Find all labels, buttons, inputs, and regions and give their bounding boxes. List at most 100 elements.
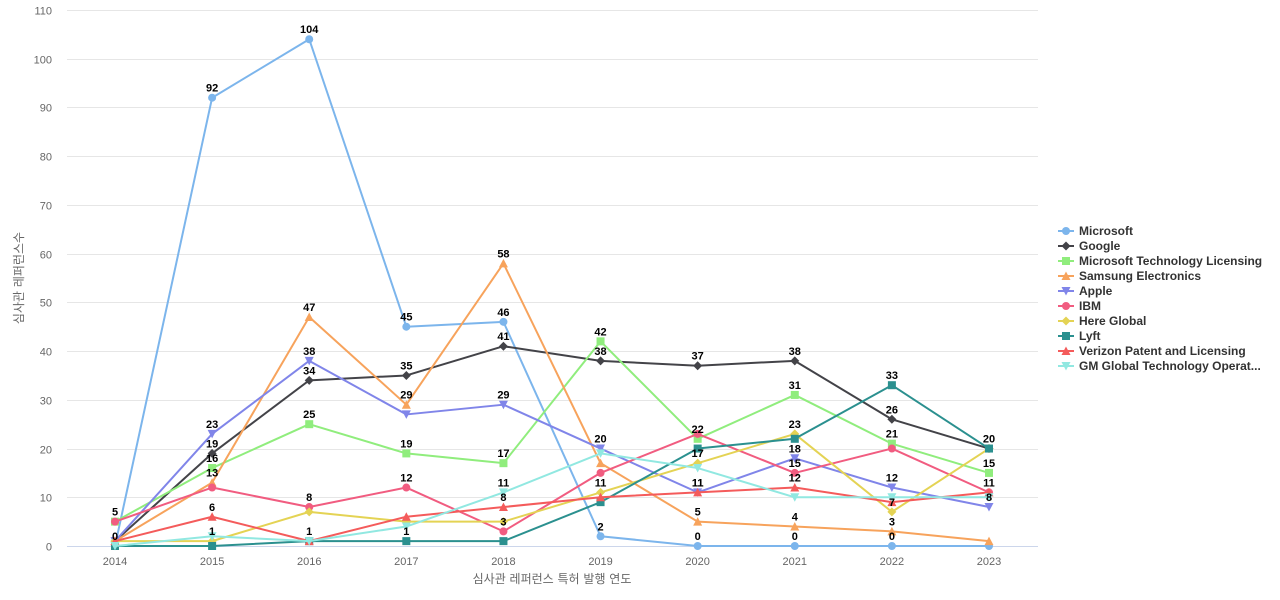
data-point[interactable] xyxy=(985,444,993,453)
data-point[interactable] xyxy=(887,507,897,517)
data-point[interactable] xyxy=(984,503,994,512)
data-point[interactable] xyxy=(498,341,508,351)
data-point[interactable] xyxy=(208,483,217,492)
data-point[interactable] xyxy=(693,487,703,497)
legend-item[interactable]: Verizon Patent and Licensing xyxy=(1058,344,1246,358)
data-point[interactable] xyxy=(207,532,217,541)
data-point[interactable] xyxy=(498,488,508,497)
legend-marker[interactable] xyxy=(1062,302,1070,310)
legend-item[interactable]: Apple xyxy=(1058,284,1113,298)
data-point[interactable] xyxy=(402,483,411,492)
data-point[interactable] xyxy=(596,449,606,458)
data-point[interactable] xyxy=(790,356,800,366)
data-point[interactable] xyxy=(887,444,896,453)
legend-marker[interactable] xyxy=(1062,332,1070,340)
data-point[interactable] xyxy=(401,522,411,532)
data-point[interactable] xyxy=(207,512,217,521)
data-point[interactable] xyxy=(790,483,800,492)
legend-item[interactable]: Lyft xyxy=(1058,329,1101,343)
data-point[interactable] xyxy=(596,468,605,477)
data-point[interactable] xyxy=(498,400,508,410)
data-point[interactable] xyxy=(401,370,411,380)
legend-item[interactable]: Microsoft Technology Licensing xyxy=(1058,254,1262,268)
legend-item[interactable]: GM Global Technology Operat... xyxy=(1058,359,1261,373)
legend-item[interactable]: Here Global xyxy=(1058,314,1146,328)
data-point[interactable] xyxy=(304,507,314,517)
data-point[interactable] xyxy=(208,93,217,102)
data-point[interactable] xyxy=(693,517,703,526)
data-point[interactable] xyxy=(498,502,508,512)
data-point[interactable] xyxy=(790,434,799,443)
data-point[interactable] xyxy=(498,258,508,268)
data-point[interactable] xyxy=(887,439,896,448)
data-point[interactable] xyxy=(790,468,799,477)
data-point[interactable] xyxy=(208,542,217,550)
data-point[interactable] xyxy=(790,454,800,463)
data-point[interactable] xyxy=(790,390,799,399)
data-point[interactable] xyxy=(790,493,800,502)
data-point[interactable] xyxy=(596,532,605,541)
data-point[interactable] xyxy=(207,429,217,439)
data-point[interactable] xyxy=(693,361,703,371)
data-point[interactable] xyxy=(596,337,605,346)
data-point[interactable] xyxy=(887,526,897,536)
data-point[interactable] xyxy=(596,498,605,507)
data-point[interactable] xyxy=(693,434,702,443)
legend-marker[interactable] xyxy=(1062,227,1070,235)
legend-marker[interactable] xyxy=(1061,241,1071,251)
legend-marker[interactable] xyxy=(1061,271,1071,281)
legend-marker[interactable] xyxy=(1061,287,1071,296)
data-point[interactable] xyxy=(887,542,896,550)
data-point[interactable] xyxy=(693,464,703,473)
data-point[interactable] xyxy=(887,381,896,390)
series-5 xyxy=(110,356,994,546)
data-point[interactable] xyxy=(984,536,994,546)
data-point[interactable] xyxy=(887,414,897,424)
legend-item[interactable]: Microsoft xyxy=(1058,224,1133,238)
legend-marker[interactable] xyxy=(1061,346,1071,356)
data-point[interactable] xyxy=(499,537,508,546)
data-point[interactable] xyxy=(693,429,702,438)
data-point[interactable] xyxy=(596,356,606,366)
data-point[interactable] xyxy=(110,542,120,551)
data-point[interactable] xyxy=(985,468,993,477)
data-point[interactable] xyxy=(499,527,508,536)
data-point[interactable] xyxy=(596,492,606,502)
data-point[interactable] xyxy=(693,444,702,453)
data-point[interactable] xyxy=(305,420,314,429)
data-point[interactable] xyxy=(401,512,411,521)
data-point[interactable] xyxy=(499,459,508,468)
data-point[interactable] xyxy=(693,542,702,550)
legend-marker[interactable] xyxy=(1062,257,1070,265)
data-point[interactable] xyxy=(402,449,411,458)
data-point[interactable] xyxy=(887,497,897,507)
data-point[interactable] xyxy=(304,356,314,366)
data-point[interactable] xyxy=(887,483,897,493)
data-point[interactable] xyxy=(402,537,411,546)
data-point[interactable] xyxy=(401,400,411,409)
data-point[interactable] xyxy=(498,517,508,527)
legend-marker[interactable] xyxy=(1061,316,1071,326)
legend-item[interactable]: Google xyxy=(1058,239,1121,253)
data-point[interactable] xyxy=(208,464,217,473)
data-point[interactable] xyxy=(984,493,994,502)
data-point[interactable] xyxy=(401,410,411,419)
data-point[interactable] xyxy=(305,35,314,44)
data-point[interactable] xyxy=(790,542,799,550)
data-point[interactable] xyxy=(304,375,314,385)
data-point[interactable] xyxy=(596,458,606,468)
data-point[interactable] xyxy=(499,317,508,326)
data-point[interactable] xyxy=(304,537,314,546)
data-point[interactable] xyxy=(304,312,314,321)
data-point[interactable] xyxy=(402,322,411,331)
data-point[interactable] xyxy=(596,487,606,497)
legend-item[interactable]: Samsung Electronics xyxy=(1058,269,1201,283)
data-point[interactable] xyxy=(887,493,897,502)
data-point[interactable] xyxy=(790,522,800,531)
legend-marker[interactable] xyxy=(1061,362,1071,371)
legend-item[interactable]: IBM xyxy=(1058,299,1101,313)
data-point[interactable] xyxy=(305,503,314,512)
data-point[interactable] xyxy=(207,448,217,458)
data-point[interactable] xyxy=(111,517,119,526)
data-point[interactable] xyxy=(596,444,606,454)
